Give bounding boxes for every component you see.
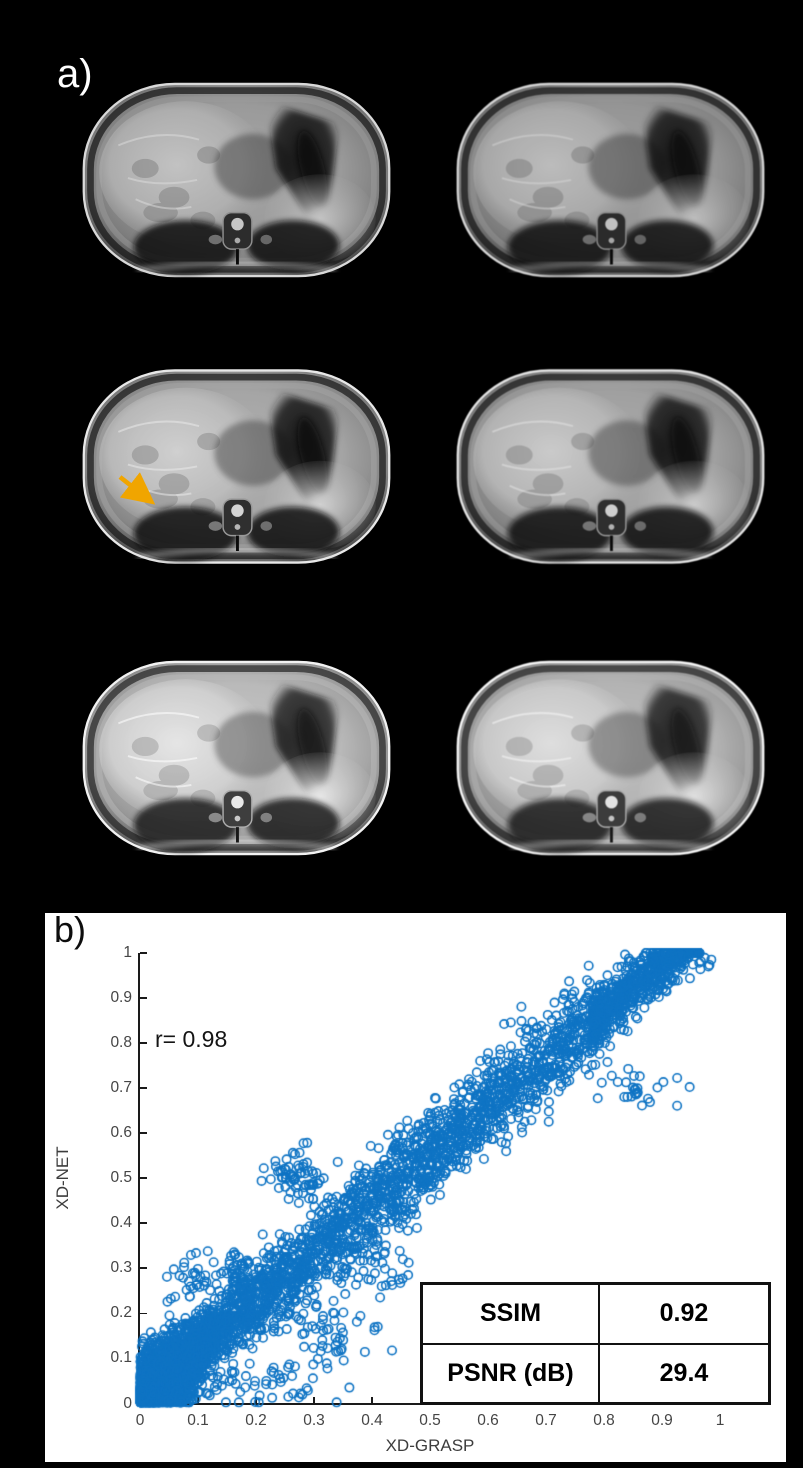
metric-name-psnr: PSNR (dB) <box>423 1344 600 1402</box>
mri-torso-graphic <box>452 362 769 570</box>
mri-image-row2-col2 <box>452 362 769 570</box>
metric-value-ssim: 0.92 <box>659 1299 709 1328</box>
panel-b-label: b) <box>54 909 87 950</box>
x-tick-label: 0.1 <box>187 1412 209 1429</box>
mri-image-row1-col2 <box>452 76 769 283</box>
mri-torso-graphic <box>78 76 395 283</box>
panel-a-label: a) <box>57 52 93 96</box>
metric-value-psnr: 29.4 <box>659 1358 709 1387</box>
x-tick-label: 1 <box>715 1412 725 1429</box>
x-axis-label: XD-GRASP <box>385 1436 475 1455</box>
mri-image-row2-col1 <box>78 362 395 570</box>
x-tick-label: 0.7 <box>535 1412 557 1429</box>
metric-name-ssim: SSIM <box>423 1285 600 1343</box>
annotation-arrow-icon <box>118 472 156 505</box>
x-tick-label: 0 <box>135 1412 145 1429</box>
mri-torso-graphic <box>78 652 395 863</box>
mri-image-row3-col2 <box>452 652 769 863</box>
x-tick-label: 0.3 <box>303 1412 325 1429</box>
x-tick-label: 0.4 <box>361 1412 383 1429</box>
mri-torso-graphic <box>452 652 769 863</box>
x-tick-label: 0.9 <box>651 1412 673 1429</box>
metrics-row-psnr: PSNR (dB) 29.4 <box>423 1342 768 1402</box>
mri-image-row1-col1 <box>78 76 395 283</box>
mri-image-row3-col1 <box>78 652 395 863</box>
x-tick-label: 0.5 <box>419 1412 441 1429</box>
panel-a: a) <box>57 52 769 863</box>
mri-torso-graphic <box>452 76 769 283</box>
mri-torso-graphic <box>78 362 395 570</box>
metrics-row-ssim: SSIM 0.92 <box>423 1285 768 1343</box>
y-axis-label: XD-NET <box>53 1146 72 1210</box>
x-tick-label: 0.6 <box>477 1412 499 1429</box>
x-tick-label: 0.2 <box>245 1412 267 1429</box>
metrics-table: SSIM 0.92 PSNR (dB) 29.4 <box>420 1282 771 1405</box>
x-tick-label: 0.8 <box>593 1412 615 1429</box>
